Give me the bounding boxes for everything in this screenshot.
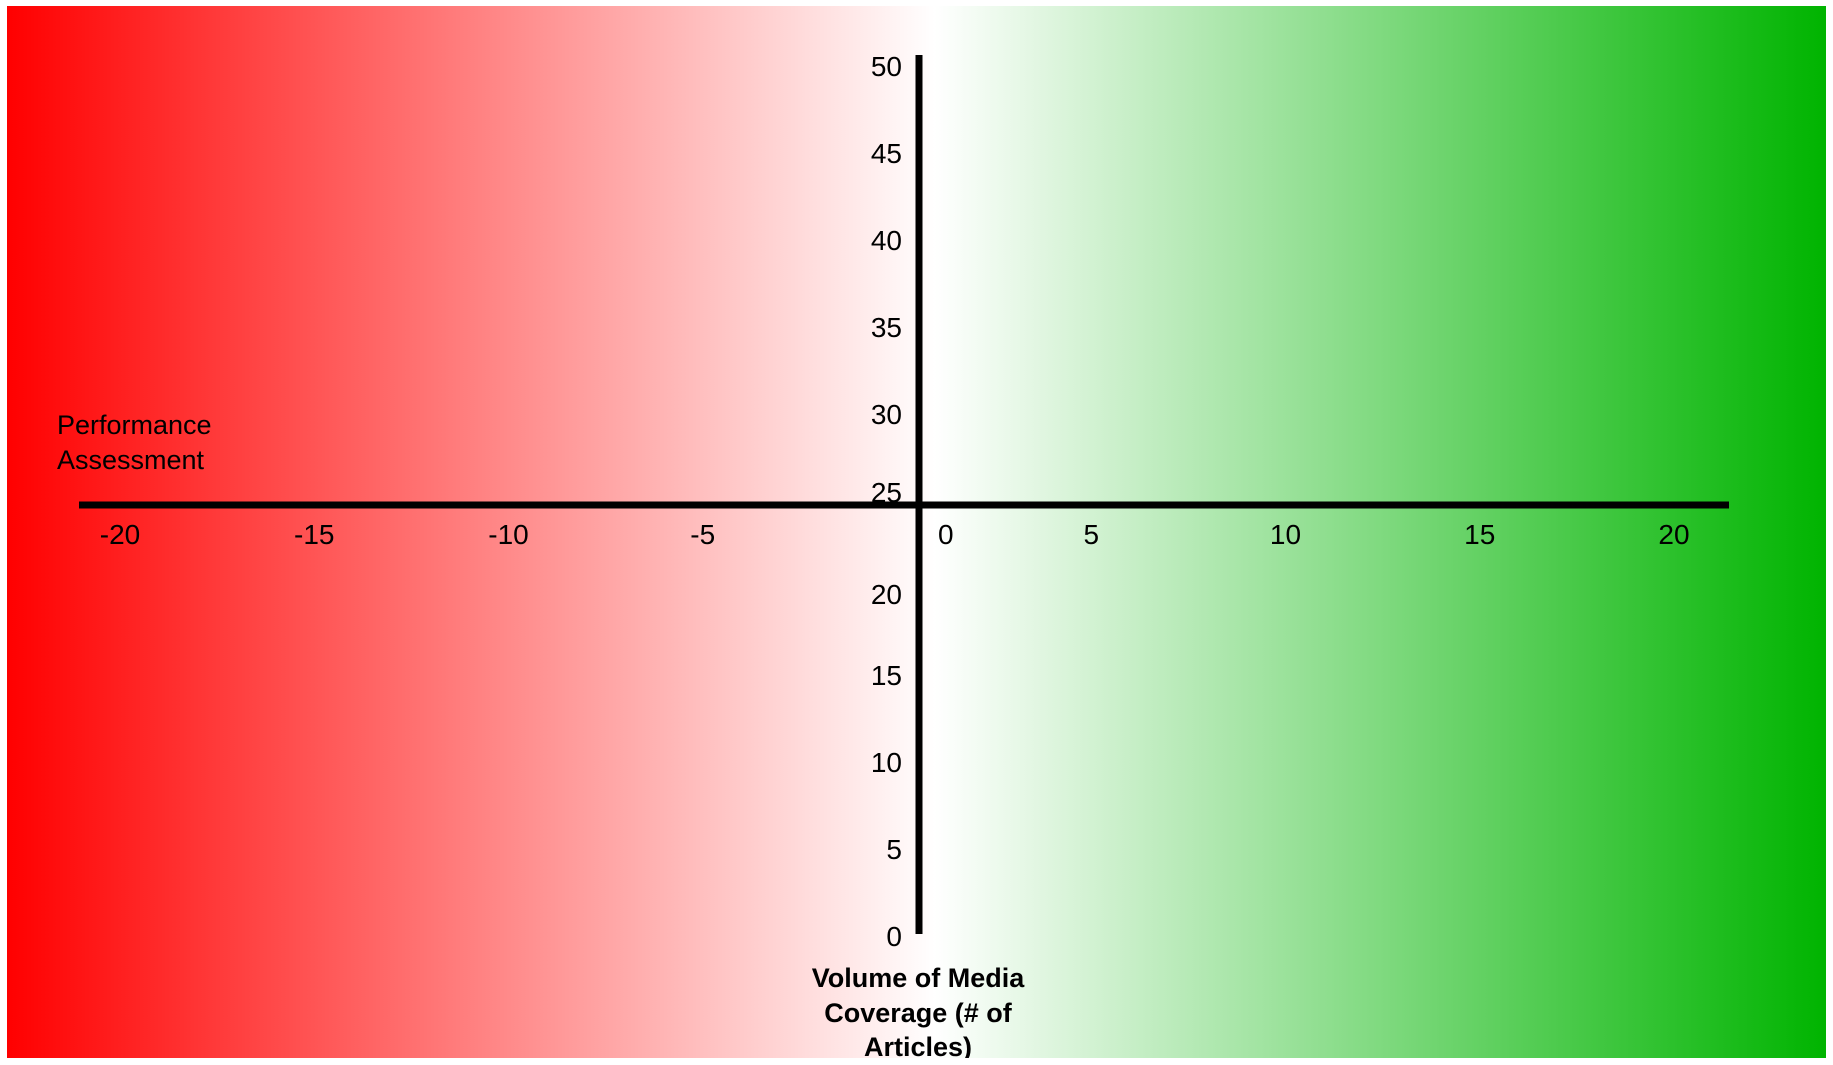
y-tick-label-10: 10 [871,747,902,778]
y-tick-label-25: 25 [871,477,902,508]
tick-labels-layer: -20 -15 -10 -5 0 5 10 15 20 0 5 10 15 20 25 30 35 40 45 50 [100,51,1690,952]
x-tick-label-20: 20 [1658,519,1689,550]
x-tick-label-15: 15 [1464,519,1495,550]
y-tick-label-45: 45 [871,138,902,169]
x-tick-label-10: 10 [1270,519,1301,550]
y-tick-label-20: 20 [871,579,902,610]
chart-svg: -20 -15 -10 -5 0 5 10 15 2005101520253035404550 … [57,51,1729,1058]
y-tick-label-40: 40 [871,225,902,256]
y-tick-label-0: 0 [886,921,902,952]
axis-titles-layer: Performance Assessment Volume of Media C… [57,410,1025,1058]
y-axis-title-line-2: Coverage (# of [824,998,1013,1028]
x-tick-label-neg15: -15 [294,519,334,550]
y-tick-label-15: 15 [871,660,902,691]
y-axis-title-line-1: Volume of Media [812,963,1026,993]
y-tick-label-30: 30 [871,399,902,430]
x-tick-label-neg20: -20 [100,519,140,550]
chart-area: -20 -15 -10 -5 0 5 10 15 20 0 5 10 15 20 25 30 35 40 45 50 … [7,6,1826,1058]
y-tick-label-50: 50 [871,51,902,82]
y-tick-label-35: 35 [871,312,902,343]
x-axis-title-line-1: Performance [57,410,212,440]
x-tick-label-neg5: -5 [690,519,715,550]
x-tick-label-0: 0 [938,519,954,550]
axes-layer [79,55,1729,934]
x-tick-label-5: 5 [1083,519,1099,550]
y-tick-label-5: 5 [886,834,902,865]
x-tick-label-neg10: -10 [488,519,528,550]
x-axis-title-line-2: Assessment [57,445,205,475]
y-axis-title-line-3: Articles) [864,1032,972,1058]
